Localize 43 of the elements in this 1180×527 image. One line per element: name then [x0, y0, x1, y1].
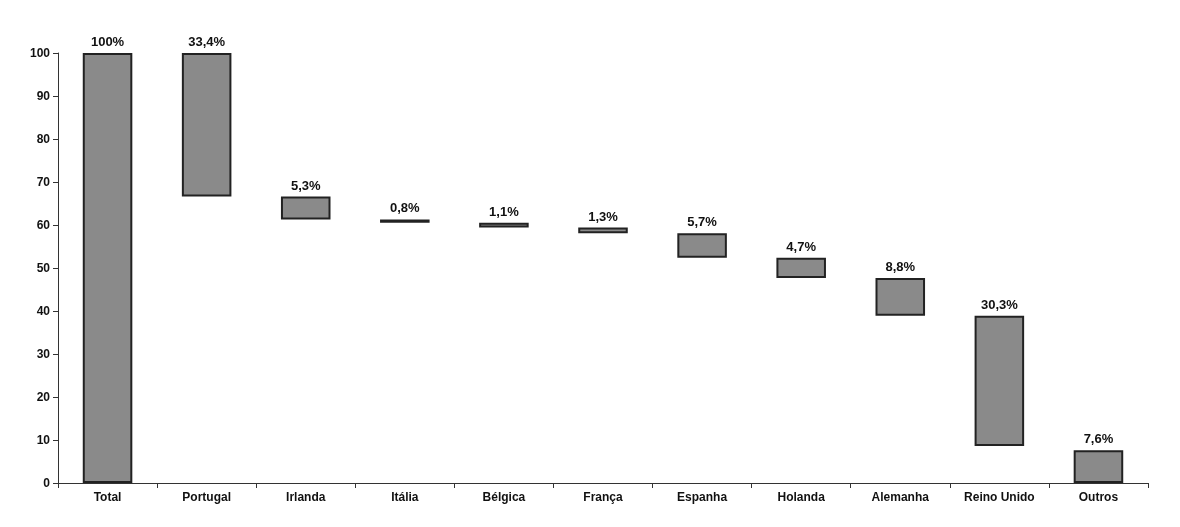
x-tick-label: Alemanha: [871, 490, 930, 504]
x-tick-label: Outros: [1078, 490, 1119, 504]
y-tick-label: 30: [36, 347, 51, 361]
y-tick-label: 80: [36, 132, 51, 146]
x-tick-label: Portugal: [182, 490, 231, 504]
bar: [479, 222, 529, 228]
x-tick-label: Reino Unido: [964, 490, 1035, 504]
data-label: 5,3%: [290, 177, 321, 193]
y-tick-label: 60: [36, 218, 51, 232]
y-tick-label: 50: [36, 261, 51, 275]
bar: [1073, 450, 1124, 483]
bar: [776, 257, 826, 278]
x-tick-label: França: [583, 490, 623, 504]
y-tick-label: 10: [36, 433, 51, 447]
bar: [181, 53, 232, 197]
y-tick-label: 20: [36, 390, 51, 404]
x-tick-label: Itália: [391, 490, 419, 504]
data-label: 33,4%: [188, 34, 226, 49]
x-tick-label: Total: [93, 490, 122, 504]
y-tick-label: 0: [43, 476, 51, 490]
x-tick-label: Irlanda: [286, 490, 326, 504]
data-label: 7,6%: [1083, 431, 1114, 447]
data-label: 1,1%: [489, 203, 520, 219]
data-label: 4,7%: [786, 238, 817, 254]
x-tick-label: Holanda: [777, 490, 826, 504]
data-label: 30,3%: [980, 296, 1019, 312]
y-tick-label: 90: [36, 89, 51, 103]
y-tick-label: 70: [36, 175, 51, 189]
bar: [280, 196, 331, 220]
x-tick-label: Espanha: [677, 490, 728, 504]
bar: [974, 315, 1025, 447]
data-label: 100%: [90, 34, 125, 49]
bar: [82, 53, 133, 483]
data-label: 8,8%: [885, 258, 916, 274]
bar: [875, 277, 926, 316]
data-label: 5,7%: [687, 214, 718, 230]
x-tick-label: Bélgica: [482, 490, 526, 504]
y-tick-label: 40: [36, 304, 51, 318]
data-label: 1,3%: [588, 208, 619, 224]
data-label: 0,8%: [390, 200, 421, 216]
y-tick-label: 100: [29, 46, 51, 60]
bar: [578, 227, 628, 234]
bar: [677, 233, 727, 258]
